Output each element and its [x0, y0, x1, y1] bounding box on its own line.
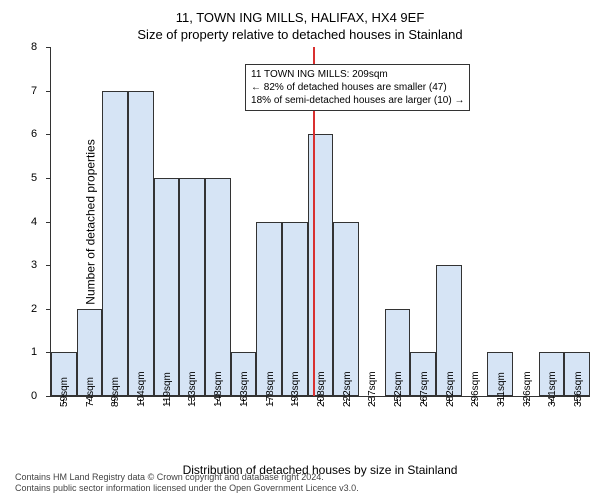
plot-area: 01234567811 TOWN ING MILLS: 209sqm← 82% …	[50, 47, 590, 397]
histogram-bar	[154, 178, 180, 396]
histogram-bar	[205, 178, 231, 396]
chart-title-sub: Size of property relative to detached ho…	[0, 27, 600, 42]
annotation-line: 18% of semi-detached houses are larger (…	[251, 94, 464, 107]
histogram-bar	[256, 222, 282, 397]
annotation-line: 11 TOWN ING MILLS: 209sqm	[251, 68, 464, 81]
y-tick-label: 1	[31, 346, 37, 358]
footer-line-2: Contains public sector information licen…	[15, 483, 585, 495]
y-tick-mark	[46, 134, 51, 135]
x-tick-label: 311sqm	[496, 372, 507, 407]
x-tick-label: 341sqm	[547, 371, 558, 407]
histogram-bar	[308, 134, 334, 396]
y-tick-label: 0	[31, 390, 37, 402]
x-tick-label: 356sqm	[573, 371, 584, 407]
x-tick-label: 163sqm	[239, 371, 250, 407]
x-tick-label: 296sqm	[470, 371, 481, 407]
histogram-bar	[179, 178, 205, 396]
histogram-bar	[128, 91, 154, 396]
histogram-bar	[102, 91, 128, 396]
x-tick-label: 208sqm	[316, 371, 327, 407]
y-tick-mark	[46, 47, 51, 48]
x-tick-labels: 59sqm74sqm89sqm104sqm119sqm133sqm148sqm1…	[50, 400, 590, 455]
x-tick-label: 74sqm	[85, 377, 96, 407]
y-tick-label: 6	[31, 128, 37, 140]
chart-title-main: 11, TOWN ING MILLS, HALIFAX, HX4 9EF	[0, 10, 600, 25]
y-tick-mark	[46, 222, 51, 223]
y-tick-mark	[46, 309, 51, 310]
x-tick-label: 252sqm	[393, 371, 404, 407]
annotation-line: ← 82% of detached houses are smaller (47…	[251, 81, 464, 94]
plot-wrapper: Number of detached properties 0123456781…	[50, 47, 590, 397]
x-tick-label: 133sqm	[187, 371, 198, 407]
chart-container: 11, TOWN ING MILLS, HALIFAX, HX4 9EF Siz…	[0, 10, 600, 500]
histogram-bar	[282, 222, 308, 397]
y-tick-mark	[46, 265, 51, 266]
x-tick-label: 89sqm	[110, 377, 121, 407]
y-tick-label: 2	[31, 303, 37, 315]
x-tick-label: 59sqm	[59, 377, 70, 407]
y-tick-label: 5	[31, 172, 37, 184]
x-tick-label: 193sqm	[290, 371, 301, 407]
histogram-bar	[333, 222, 359, 397]
y-tick-label: 4	[31, 216, 37, 228]
y-tick-label: 8	[31, 41, 37, 53]
y-tick-mark	[46, 178, 51, 179]
y-tick-mark	[46, 91, 51, 92]
x-tick-label: 222sqm	[342, 371, 353, 407]
x-tick-label: 119sqm	[162, 372, 173, 407]
y-tick-label: 3	[31, 259, 37, 271]
x-tick-label: 282sqm	[445, 371, 456, 407]
x-tick-label: 237sqm	[367, 371, 378, 407]
x-tick-label: 267sqm	[419, 371, 430, 407]
annotation-box: 11 TOWN ING MILLS: 209sqm← 82% of detach…	[245, 64, 470, 111]
x-tick-label: 326sqm	[522, 371, 533, 407]
footer-attribution: Contains HM Land Registry data © Crown c…	[15, 472, 585, 495]
x-tick-label: 104sqm	[136, 371, 147, 407]
x-tick-label: 178sqm	[265, 371, 276, 407]
x-tick-label: 148sqm	[213, 371, 224, 407]
footer-line-1: Contains HM Land Registry data © Crown c…	[15, 472, 585, 484]
y-tick-label: 7	[31, 85, 37, 97]
y-tick-mark	[46, 396, 51, 397]
